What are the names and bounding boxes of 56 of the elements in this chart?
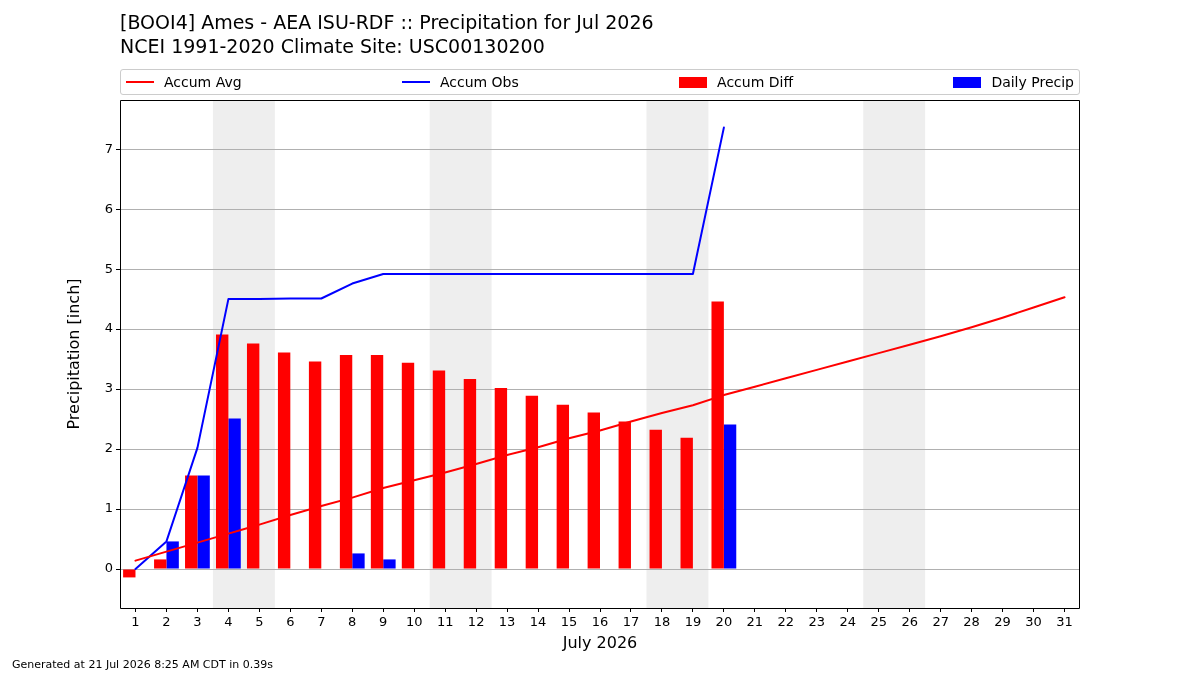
x-tick-label: 2 xyxy=(162,614,171,630)
x-tick-label: 30 xyxy=(1025,614,1042,630)
text: Generated at 21 Jul 2026 8:25 AM CDT in 0.39s xyxy=(12,658,273,671)
y-tick-label: 4 xyxy=(104,320,113,336)
x-axis-title: July 2026 xyxy=(561,632,638,652)
x-tick-label: 26 xyxy=(901,614,918,630)
legend-label: Daily Precip xyxy=(991,74,1074,90)
y-tick-label: 6 xyxy=(104,200,113,216)
y-axis-title: Precipitation [inch] xyxy=(63,278,83,430)
x-tick-label: 1 xyxy=(131,614,140,630)
y-tick-label: 7 xyxy=(104,140,113,156)
x-tick-label: 12 xyxy=(467,614,485,630)
bar xyxy=(649,429,662,569)
legend-label: Accum Diff xyxy=(717,74,794,90)
bar xyxy=(680,437,693,569)
x-tick-label: 16 xyxy=(591,614,609,630)
y-tick-label: 1 xyxy=(104,500,113,516)
x-tick-label: 4 xyxy=(224,614,233,630)
x-tick-label: 31 xyxy=(1056,614,1073,630)
bar xyxy=(383,559,396,569)
bar xyxy=(154,559,167,569)
x-tick-label: 13 xyxy=(498,614,516,630)
x-tick-label: 6 xyxy=(286,614,295,630)
chart-subtitle: NCEI 1991-2020 Climate Site: USC00130200 xyxy=(120,35,545,58)
y-tick-label: 5 xyxy=(104,260,113,276)
x-tick-label: 23 xyxy=(808,614,826,630)
x-tick-label: 5 xyxy=(255,614,264,630)
x-tick-label: 24 xyxy=(839,614,857,630)
chart-title: [BOOI4] Ames - AEA ISU-RDF :: Precipitation for Jul 2026 xyxy=(120,11,654,34)
bar xyxy=(228,418,241,569)
x-tick-label: 29 xyxy=(994,614,1011,630)
y-tick-label: 0 xyxy=(104,560,113,576)
legend-label: Accum Obs xyxy=(439,74,519,90)
x-tick-label: 22 xyxy=(777,614,795,630)
x-tick-label: 19 xyxy=(684,614,702,630)
legend-label: Accum Avg xyxy=(164,74,242,90)
x-tick-label: 3 xyxy=(193,614,202,630)
x-tick-label: 21 xyxy=(746,614,764,630)
x-tick-label: 18 xyxy=(653,614,671,630)
x-tick-label: 11 xyxy=(436,614,454,630)
x-tick-label: 14 xyxy=(529,614,547,630)
x-tick-label: 17 xyxy=(622,614,640,630)
bar xyxy=(352,553,365,569)
x-tick-label: 20 xyxy=(715,614,733,630)
y-tick-label: 2 xyxy=(104,440,113,456)
x-tick-label: 28 xyxy=(963,614,980,630)
x-tick-label: 9 xyxy=(379,614,388,630)
y-tick-label: 3 xyxy=(104,380,113,396)
x-tick-label: 10 xyxy=(405,614,423,630)
x-tick-label: 8 xyxy=(348,614,357,630)
bar xyxy=(723,424,737,569)
x-tick-label: 27 xyxy=(932,614,949,630)
x-tick-label: 7 xyxy=(317,614,326,630)
bar xyxy=(197,475,210,569)
x-tick-label: 25 xyxy=(870,614,887,630)
x-tick-label: 15 xyxy=(560,614,578,630)
